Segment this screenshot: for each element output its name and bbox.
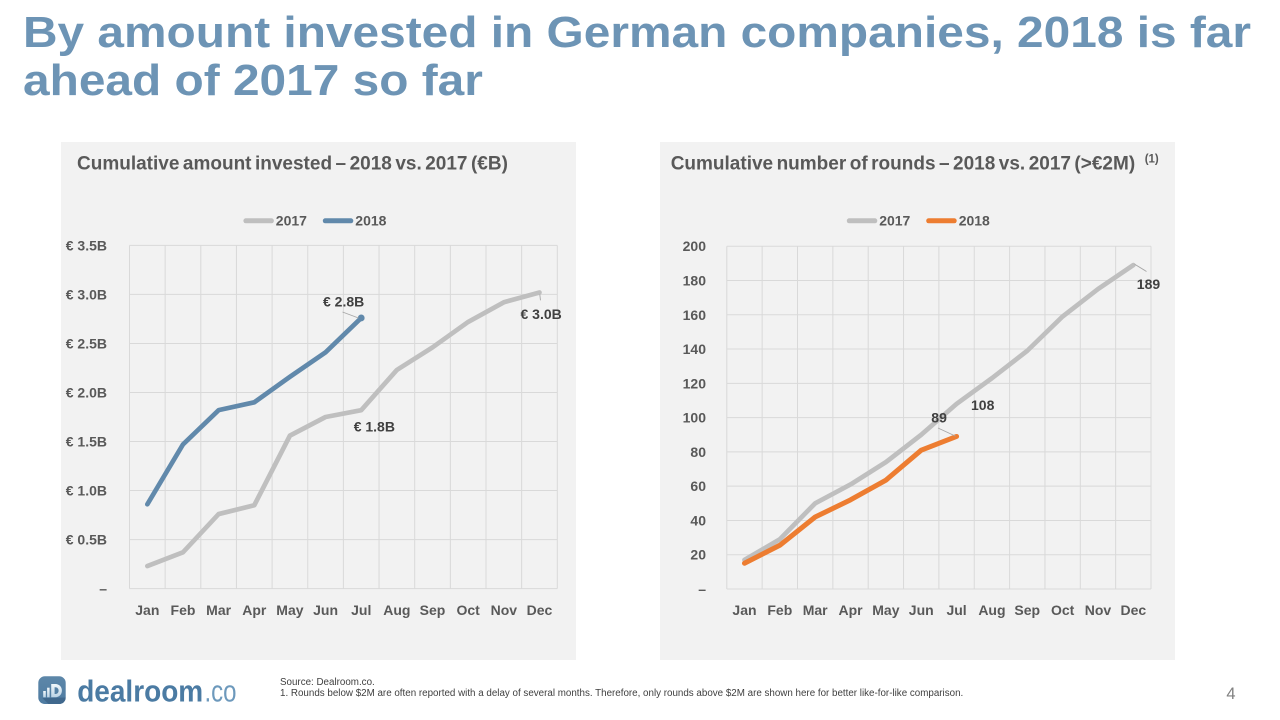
svg-text:Sep: Sep [420, 602, 446, 618]
svg-text:.co: .co [205, 674, 237, 709]
svg-text:120: 120 [683, 375, 707, 391]
svg-text:Feb: Feb [171, 602, 196, 618]
svg-text:€ 1.0B: € 1.0B [66, 483, 107, 499]
svg-text:€ 0.5B: € 0.5B [66, 532, 107, 548]
svg-text:Cumulative amount invested – 2: Cumulative amount invested – 2018 vs. 20… [77, 153, 508, 174]
svg-text:Cumulative number of rounds –: Cumulative number of rounds – 2018 vs. 2… [671, 153, 1135, 174]
svg-text:Oct: Oct [457, 602, 481, 618]
svg-text:160: 160 [683, 307, 707, 323]
svg-text:Nov: Nov [491, 602, 518, 618]
svg-text:2017: 2017 [879, 213, 910, 229]
svg-text:Dec: Dec [1120, 602, 1146, 618]
svg-text:Jan: Jan [135, 602, 159, 618]
svg-text:Feb: Feb [767, 602, 792, 618]
svg-text:189: 189 [1137, 276, 1161, 292]
svg-text:€ 1.5B: € 1.5B [66, 434, 107, 450]
svg-text:€ 2.8B: € 2.8B [323, 293, 364, 309]
svg-text:–: – [99, 581, 107, 597]
svg-text:€ 2.0B: € 2.0B [66, 384, 107, 400]
svg-text:140: 140 [683, 341, 707, 357]
svg-text:Apr: Apr [838, 602, 863, 618]
svg-text:–: – [698, 581, 706, 597]
svg-text:Jul: Jul [946, 602, 966, 618]
svg-text:80: 80 [690, 444, 706, 460]
svg-text:Mar: Mar [206, 602, 231, 618]
svg-text:89: 89 [931, 410, 947, 426]
svg-text:Jun: Jun [909, 602, 934, 618]
svg-text:180: 180 [683, 272, 707, 288]
svg-text:2017: 2017 [276, 213, 307, 229]
svg-text:May: May [276, 602, 303, 618]
svg-text:Sep: Sep [1014, 602, 1040, 618]
svg-text:40: 40 [690, 512, 706, 528]
svg-text:Nov: Nov [1085, 602, 1112, 618]
svg-text:Mar: Mar [803, 602, 828, 618]
svg-text:(1): (1) [1145, 153, 1159, 165]
svg-text:2018: 2018 [355, 213, 386, 229]
svg-text:€ 3.5B: € 3.5B [66, 237, 107, 253]
svg-text:Jan: Jan [732, 602, 756, 618]
svg-text:Oct: Oct [1051, 602, 1075, 618]
svg-text:Aug: Aug [978, 602, 1005, 618]
svg-text:May: May [872, 602, 899, 618]
svg-text:20: 20 [690, 547, 706, 563]
svg-text:€ 3.0B: € 3.0B [521, 306, 562, 322]
svg-text:60: 60 [690, 478, 706, 494]
svg-text:€ 3.0B: € 3.0B [66, 286, 107, 302]
svg-text:Aug: Aug [383, 602, 410, 618]
svg-text:dealroom: dealroom [77, 674, 203, 709]
svg-text:200: 200 [683, 238, 707, 254]
svg-text:100: 100 [683, 410, 707, 426]
svg-text:Jul: Jul [351, 602, 371, 618]
svg-text:Dec: Dec [527, 602, 553, 618]
svg-text:2018: 2018 [959, 213, 990, 229]
svg-text:Jun: Jun [313, 602, 338, 618]
svg-text:108: 108 [971, 397, 995, 413]
svg-text:€ 1.8B: € 1.8B [354, 419, 395, 435]
svg-text:€ 2.5B: € 2.5B [66, 335, 107, 351]
svg-text:Apr: Apr [242, 602, 267, 618]
